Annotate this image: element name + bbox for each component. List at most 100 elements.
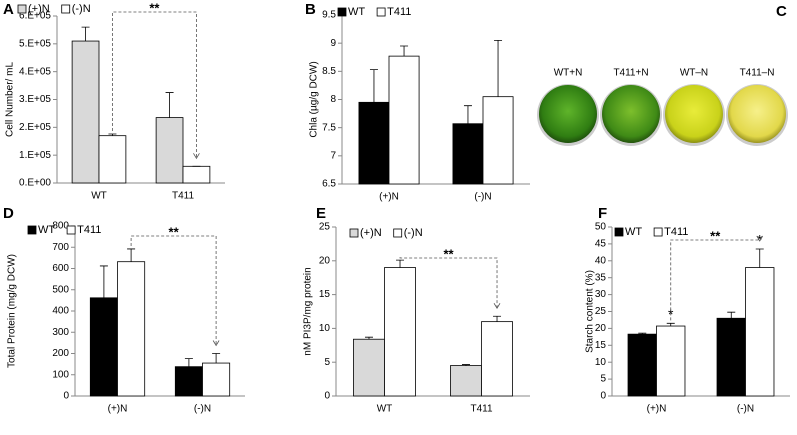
y-tick-label: 15 [319, 289, 331, 300]
legend-swatch [337, 7, 347, 17]
error-bar [165, 92, 174, 118]
bar [745, 267, 775, 397]
y-axis-label: Cell Number/ mL [5, 62, 16, 137]
y-tick-label: 7.5 [322, 122, 336, 133]
significance-bracket [112, 11, 197, 159]
y-tick-label: 50 [595, 222, 607, 233]
error-bar [108, 133, 117, 136]
plate [665, 85, 723, 143]
y-tick-label: 100 [52, 369, 69, 380]
error-bar [127, 248, 136, 262]
y-tick-label: 8 [330, 94, 336, 105]
y-axis-label: Chla (µg/g DCW) [309, 61, 320, 137]
plate-label: WT+N [554, 68, 583, 79]
bracket-arrow [493, 303, 501, 310]
y-tick-label: 7 [330, 150, 336, 161]
x-tick-label: T411 [172, 191, 194, 202]
legend-label: T411 [77, 224, 101, 236]
bar [716, 317, 746, 397]
y-tick-label: 20 [319, 255, 331, 266]
bar [89, 297, 118, 397]
error-bar [727, 311, 736, 319]
y-tick-label: 6.E+05 [19, 11, 51, 22]
y-tick-label: 2.E+05 [19, 122, 51, 133]
error-bar [369, 69, 378, 103]
y-tick-label: 6.5 [322, 179, 336, 190]
y-axis-label: Total Protein (mg/g DCW) [7, 254, 18, 368]
y-tick-label: 9.5 [322, 10, 336, 21]
error-bar [494, 39, 503, 97]
significance-bracket [130, 235, 217, 346]
y-tick-label: 4.E+05 [19, 66, 51, 77]
significance-label: ** [710, 228, 721, 243]
y-axis-label: Starch content (%) [585, 270, 596, 353]
significance-label: * [757, 232, 763, 248]
x-tick-label: (-)N [194, 404, 211, 415]
error-bar [400, 45, 409, 57]
significance-bracket [399, 257, 498, 309]
significance-label: ** [149, 0, 160, 15]
error-bar [184, 358, 193, 367]
panel-letter: B [305, 1, 316, 18]
panel-letter: E [316, 205, 326, 222]
significance-bracket [670, 239, 761, 321]
y-tick-label: 5.E+05 [19, 38, 51, 49]
bar [117, 261, 146, 397]
y-tick-label: 9 [330, 38, 336, 49]
y-tick-label: 5 [600, 374, 606, 385]
error-bar [493, 315, 502, 322]
plate-label: T411–N [740, 68, 775, 79]
bar [656, 325, 686, 397]
y-axis-label: nM PI3P/mg protein [303, 267, 314, 355]
error-bar [396, 259, 405, 268]
x-tick-label: (+)N [379, 192, 399, 203]
bar [182, 165, 211, 184]
y-tick-label: 15 [595, 340, 607, 351]
y-tick-label: 25 [595, 306, 607, 317]
photo-panel: C WT+N T411+N WT–N T411–N [536, 3, 792, 150]
y-tick-label: 0.E+00 [19, 178, 51, 189]
error-bar [81, 26, 90, 42]
legend-label: WT [38, 224, 55, 236]
legend-swatch [27, 225, 37, 235]
y-tick-label: 10 [319, 323, 331, 334]
error-bar [461, 364, 470, 366]
legend-label: WT [348, 6, 365, 18]
x-tick-label: T411 [470, 404, 492, 415]
y-tick-label: 8.5 [322, 66, 336, 77]
bar [353, 338, 385, 397]
legend-swatch [653, 227, 663, 237]
bar [627, 333, 657, 397]
y-tick-label: 25 [319, 222, 331, 233]
y-tick-label: 20 [595, 323, 607, 334]
bracket-arrow [193, 153, 200, 160]
bracket-arrow [212, 340, 220, 347]
bar [202, 362, 231, 397]
panel-letter: D [3, 205, 14, 222]
error-bar [755, 248, 764, 268]
x-tick-label: WT [377, 404, 393, 415]
significance-label: ** [169, 224, 180, 239]
y-tick-label: 30 [595, 289, 607, 300]
legend-label: (+)N [360, 227, 382, 239]
bar [481, 321, 513, 397]
x-tick-label: (-)N [474, 192, 491, 203]
bar [71, 40, 100, 184]
panel-letter: F [598, 205, 607, 222]
y-tick-label: 0 [63, 391, 69, 402]
plate [728, 85, 786, 143]
error-bar [99, 265, 108, 298]
legend-swatch [614, 227, 624, 237]
x-tick-label: WT [91, 191, 107, 202]
error-bar [463, 105, 472, 124]
legend-label: WT [625, 226, 642, 238]
y-tick-label: 200 [52, 348, 69, 359]
legend-swatch [17, 4, 27, 14]
y-tick-label: 400 [52, 306, 69, 317]
legend-swatch [393, 228, 403, 238]
bar [98, 135, 127, 184]
y-tick-label: 1.E+05 [19, 150, 51, 161]
y-tick-label: 10 [595, 357, 607, 368]
bar [174, 366, 203, 397]
plate [602, 85, 660, 143]
